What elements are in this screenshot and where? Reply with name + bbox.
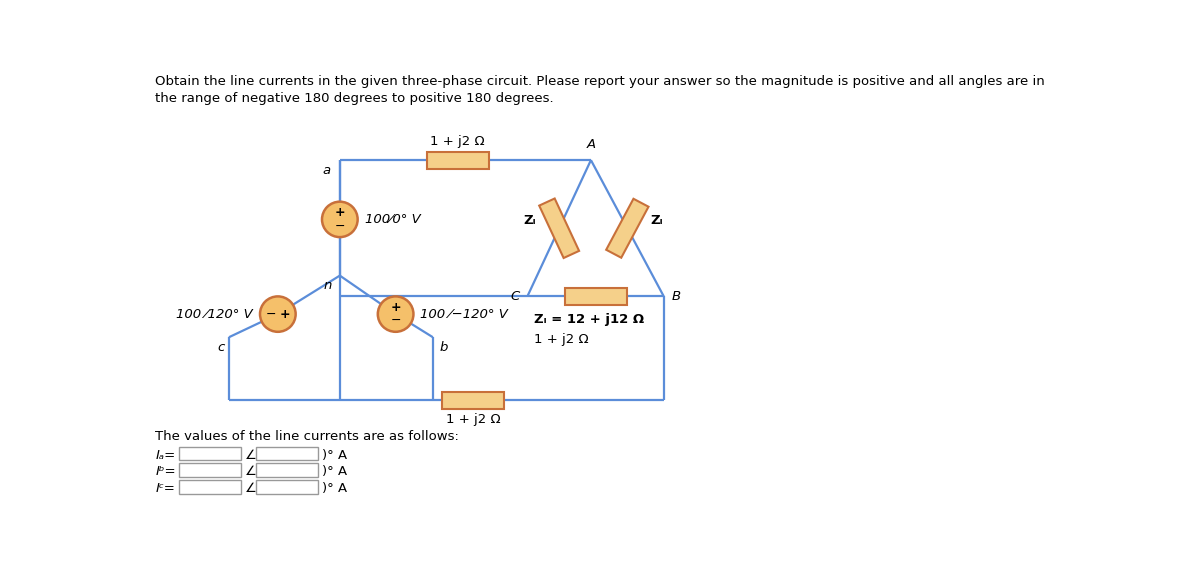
Text: Obtain the line currents in the given three-phase circuit. Please report your an: Obtain the line currents in the given th… xyxy=(156,76,1045,88)
Text: +: + xyxy=(390,301,400,314)
Text: )° A: )° A xyxy=(322,448,347,462)
Bar xyxy=(606,198,648,258)
Text: 1 + j2 Ω: 1 + j2 Ω xyxy=(445,413,501,426)
Circle shape xyxy=(322,202,358,237)
Text: Zₗ: Zₗ xyxy=(523,214,536,227)
Text: +: + xyxy=(279,308,289,321)
Text: b: b xyxy=(439,341,448,354)
Text: ∠(: ∠( xyxy=(246,482,262,496)
Text: C: C xyxy=(510,290,520,303)
Bar xyxy=(256,447,318,460)
Text: −: − xyxy=(334,220,345,233)
Text: Iᵇ=: Iᵇ= xyxy=(156,466,176,478)
Text: 1 + j2 Ω: 1 + j2 Ω xyxy=(430,135,485,148)
Text: −: − xyxy=(266,308,276,321)
Bar xyxy=(426,152,489,168)
Bar xyxy=(540,198,579,258)
Bar xyxy=(178,447,241,460)
Text: Iᶜ=: Iᶜ= xyxy=(156,482,175,496)
Bar xyxy=(442,392,504,409)
Text: ∠(: ∠( xyxy=(246,448,262,462)
Circle shape xyxy=(378,297,413,332)
Bar xyxy=(178,463,241,477)
Text: 100⁄0° V: 100⁄0° V xyxy=(365,213,420,226)
Text: a: a xyxy=(322,164,331,177)
Circle shape xyxy=(260,297,295,332)
Text: 1 + j2 Ω: 1 + j2 Ω xyxy=(534,334,588,346)
Text: A: A xyxy=(586,138,595,151)
Text: the range of negative 180 degrees to positive 180 degrees.: the range of negative 180 degrees to pos… xyxy=(156,92,554,106)
Text: ∠(: ∠( xyxy=(246,466,262,478)
Text: Zₗ: Zₗ xyxy=(651,214,664,227)
Bar xyxy=(256,463,318,477)
Text: c: c xyxy=(217,341,224,354)
Text: )° A: )° A xyxy=(322,466,347,478)
Text: )° A: )° A xyxy=(322,482,347,496)
Text: 100 ⁄120° V: 100 ⁄120° V xyxy=(176,308,253,321)
Text: Iₐ=: Iₐ= xyxy=(156,448,176,462)
Text: −: − xyxy=(391,314,400,327)
Bar xyxy=(178,481,241,494)
Bar xyxy=(256,481,318,494)
Text: +: + xyxy=(334,206,345,219)
Text: The values of the line currents are as follows:: The values of the line currents are as f… xyxy=(156,430,459,443)
Text: Zₗ = 12 + j12 Ω: Zₗ = 12 + j12 Ω xyxy=(534,313,644,327)
Text: B: B xyxy=(672,290,680,303)
Text: 100 ⁄−120° V: 100 ⁄−120° V xyxy=(420,308,508,321)
Text: n: n xyxy=(324,279,332,293)
Bar xyxy=(565,288,627,305)
